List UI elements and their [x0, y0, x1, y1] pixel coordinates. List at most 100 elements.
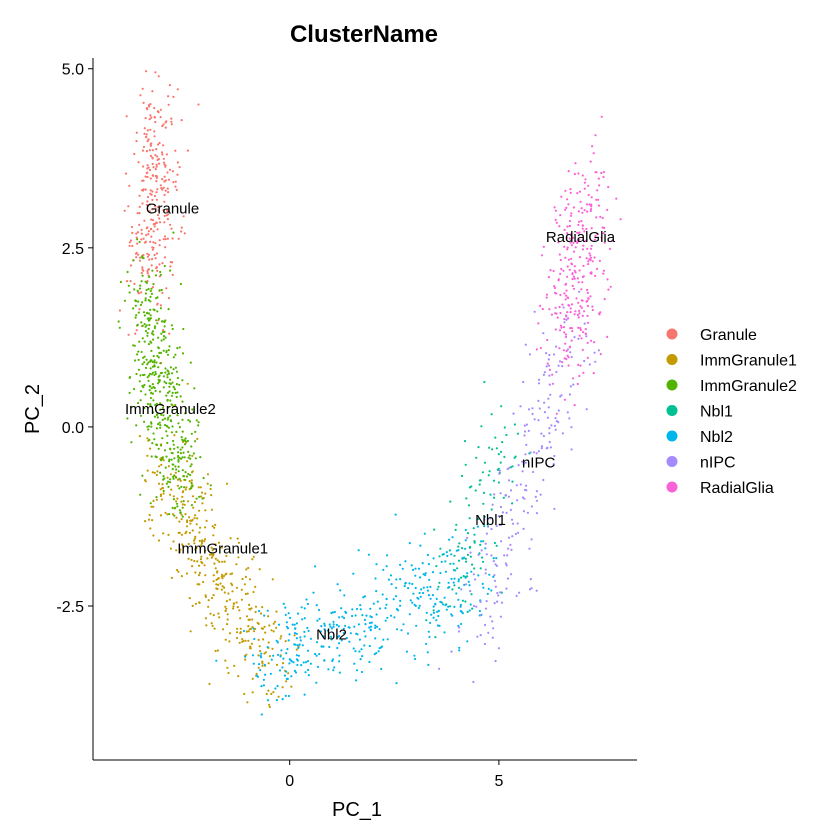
point	[148, 258, 151, 261]
point	[176, 414, 179, 417]
point	[284, 613, 287, 617]
point	[123, 209, 126, 212]
point	[593, 351, 596, 354]
point	[569, 311, 572, 314]
point	[167, 349, 170, 352]
point	[171, 467, 174, 471]
point	[281, 666, 284, 669]
point	[500, 540, 503, 543]
point	[376, 625, 379, 628]
point	[557, 241, 560, 244]
point	[156, 416, 159, 419]
point	[555, 312, 558, 315]
point	[507, 547, 510, 550]
series-Nbl1	[425, 380, 531, 639]
point	[600, 171, 603, 175]
point	[164, 238, 167, 241]
point	[603, 298, 606, 301]
points-layer	[117, 70, 622, 716]
point	[176, 484, 179, 487]
point	[466, 536, 469, 540]
point	[165, 482, 168, 485]
point	[251, 677, 254, 680]
point	[453, 605, 456, 609]
point	[178, 346, 181, 349]
point	[567, 258, 571, 261]
point	[459, 605, 462, 608]
point	[157, 539, 161, 542]
point	[301, 644, 304, 647]
point	[144, 297, 147, 300]
point	[261, 664, 264, 668]
point	[178, 531, 181, 534]
point	[152, 505, 155, 508]
point	[368, 644, 371, 648]
point	[177, 422, 180, 425]
point	[146, 270, 149, 273]
point	[374, 637, 377, 640]
point	[170, 576, 173, 580]
point	[146, 469, 149, 472]
point	[449, 562, 452, 565]
point	[483, 623, 487, 627]
point	[157, 375, 160, 378]
point	[211, 549, 214, 552]
point	[488, 470, 491, 473]
point	[558, 360, 562, 363]
point	[444, 570, 447, 573]
point	[571, 272, 574, 275]
point	[503, 426, 506, 429]
point	[568, 346, 571, 349]
point	[478, 609, 481, 613]
point	[473, 533, 476, 536]
point	[583, 359, 586, 363]
point	[487, 525, 490, 528]
point	[581, 348, 584, 351]
point	[159, 514, 163, 517]
point	[146, 437, 149, 440]
point	[169, 269, 172, 272]
point	[342, 627, 345, 630]
point	[156, 310, 159, 313]
point	[288, 633, 291, 636]
point	[193, 559, 196, 563]
point	[320, 645, 323, 648]
point	[239, 627, 242, 630]
point	[153, 194, 157, 198]
point	[563, 331, 566, 334]
point	[573, 277, 576, 280]
point	[157, 158, 160, 161]
point	[151, 442, 154, 445]
point	[572, 250, 576, 253]
point	[237, 675, 240, 678]
point	[578, 334, 581, 337]
point	[332, 669, 335, 672]
point	[186, 439, 189, 443]
point	[155, 198, 158, 201]
point	[389, 614, 393, 617]
point	[159, 471, 162, 474]
point	[584, 332, 587, 335]
point	[183, 478, 186, 481]
point	[154, 370, 157, 374]
point	[175, 500, 178, 503]
point	[205, 519, 208, 523]
point	[444, 604, 447, 607]
point	[177, 458, 180, 462]
point	[384, 607, 387, 610]
point	[360, 670, 364, 674]
point	[447, 605, 450, 608]
point	[166, 237, 169, 240]
point	[563, 228, 566, 231]
point	[188, 480, 191, 483]
point	[461, 599, 464, 602]
point	[198, 583, 201, 586]
point	[166, 187, 169, 190]
point	[186, 460, 189, 463]
point	[147, 518, 151, 521]
point	[495, 564, 498, 568]
point	[137, 368, 140, 371]
point	[477, 574, 480, 577]
point	[592, 372, 595, 375]
